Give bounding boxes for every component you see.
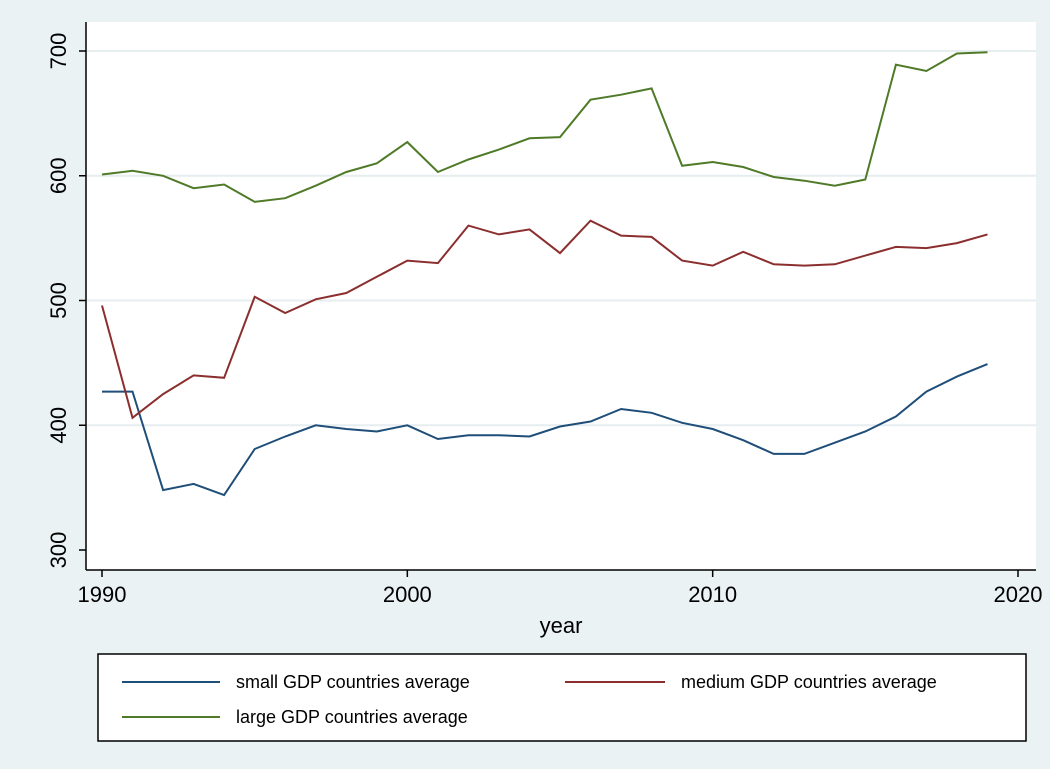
series-lines	[101, 51, 988, 497]
plot-area	[86, 22, 1036, 570]
legend-label-3: large GDP countries average	[236, 707, 468, 727]
legend-label-1: small GDP countries average	[236, 672, 470, 692]
legend-box	[97, 653, 1027, 742]
series-line-3	[101, 51, 988, 203]
legend: small GDP countries average medium GDP co…	[97, 653, 1027, 742]
series-line-1	[102, 363, 988, 497]
y-tick-label-400: 400	[46, 407, 71, 444]
series-line-2	[101, 219, 988, 420]
y-tick-label-700: 700	[46, 33, 71, 70]
legend-label-2: medium GDP countries average	[681, 672, 937, 692]
x-tick-label-2000: 2000	[383, 582, 432, 607]
axes: 300 400 500 600 700 1990 2000 2010 2020	[46, 22, 1042, 607]
x-tick-label-1990: 1990	[78, 582, 127, 607]
y-tick-label-600: 600	[46, 157, 71, 194]
x-tick-label-2020: 2020	[994, 582, 1043, 607]
y-tick-label-500: 500	[46, 282, 71, 319]
y-tick-label-300: 300	[46, 532, 71, 569]
x-axis-title: year	[540, 613, 583, 638]
x-tick-label-2010: 2010	[688, 582, 737, 607]
